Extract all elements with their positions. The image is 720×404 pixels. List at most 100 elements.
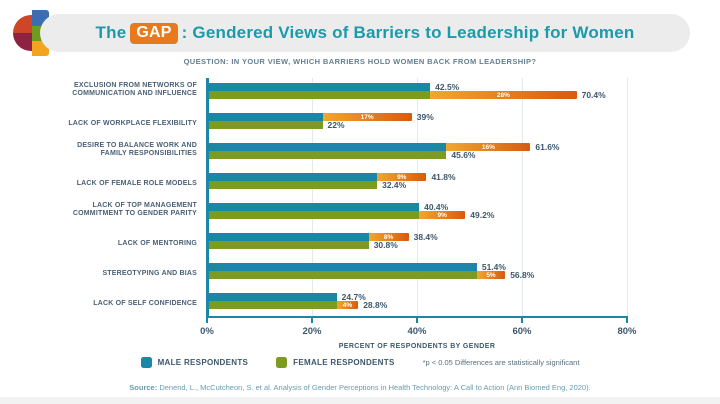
female-bar: 28% 70.4%	[207, 90, 627, 100]
female-bar: 22%	[207, 120, 627, 130]
female-bar: 4% 28.8%	[207, 300, 627, 310]
female-value-label: 70.4%	[581, 90, 606, 100]
footer-strip	[0, 397, 720, 404]
header-banner: The GAP : Gendered Views of Barriers to …	[40, 14, 690, 52]
male-bar: 8% 38.4%	[207, 232, 627, 242]
male-bar-segment	[207, 113, 323, 121]
gap-badge: GAP	[130, 22, 178, 44]
male-bar: 16% 61.6%	[207, 142, 627, 152]
x-axis-line	[206, 316, 628, 318]
question-subtitle: QUESTION: IN YOUR VIEW, WHICH BARRIERS H…	[183, 57, 537, 66]
female-bar-segment	[207, 211, 420, 219]
gridline	[312, 78, 313, 316]
gridline	[522, 78, 523, 316]
male-bar: 42.5%	[207, 82, 627, 92]
legend-item-female: FEMALE RESPONDENTS	[276, 357, 394, 368]
chart-row: STEREOTYPING AND BIAS 51.4% 5% 56.8%	[0, 256, 720, 286]
category-label: EXCLUSION FROM NETWORKS OF COMMUNICATION…	[72, 81, 197, 98]
male-bar-segment	[207, 293, 337, 301]
male-bar-segment	[207, 263, 477, 271]
female-bar: 45.6%	[207, 150, 627, 160]
logo-left-semicircle	[13, 15, 32, 51]
female-value-label: 45.6%	[451, 150, 476, 160]
tick-label: 80%	[617, 326, 637, 337]
female-bar-segment	[207, 121, 323, 129]
page-title: The GAP : Gendered Views of Barriers to …	[95, 22, 635, 44]
male-bar: 40.4%	[207, 202, 627, 212]
title-rest: : Gendered Views of Barriers to Leadersh…	[181, 23, 635, 42]
gap-segment: 17%	[322, 113, 412, 121]
axis-tick	[416, 318, 418, 323]
tick-label: 40%	[407, 326, 427, 337]
x-axis: 0% 20% 40% 60% 80%	[200, 316, 637, 356]
female-swatch-icon	[276, 357, 288, 368]
male-value-label: 24.7%	[341, 292, 366, 302]
gap-segment: 8%	[368, 233, 409, 241]
title-prefix: The	[95, 23, 127, 42]
female-bar: 32.4%	[207, 180, 627, 190]
gap-segment: 16%	[446, 143, 531, 151]
category-label: LACK OF SELF CONFIDENCE	[93, 300, 197, 307]
tick-label: 20%	[302, 326, 322, 337]
male-value-label: 39%	[416, 112, 434, 122]
source-citation: Source: Denend, L., McCutcheon, S. et al…	[0, 383, 720, 392]
chart-row: LACK OF TOP MANAGEMENT COMMITMENT TO GEN…	[0, 196, 720, 226]
axis-tick	[626, 318, 628, 323]
chart-row: LACK OF MENTORING 8% 38.4% 30.8%	[0, 226, 720, 256]
male-value-label: 38.4%	[413, 232, 438, 242]
male-value-label: 61.6%	[535, 142, 560, 152]
male-value-label: 41.8%	[431, 172, 456, 182]
male-bar: 51.4%	[207, 262, 627, 272]
y-axis-line	[206, 78, 209, 318]
female-bar: 9% 49.2%	[207, 210, 627, 220]
chart-row: DESIRE TO BALANCE WORK AND FAMILY RESPON…	[0, 136, 720, 166]
legend: MALE RESPONDENTS FEMALE RESPONDENTS *p <…	[0, 357, 720, 368]
male-bar-segment	[207, 173, 378, 181]
gap-segment: 5%	[476, 271, 506, 279]
female-bar-segment	[207, 301, 337, 309]
female-value-label: 49.2%	[470, 210, 495, 220]
female-value-label: 28.8%	[363, 300, 388, 310]
male-bar: 9% 41.8%	[207, 172, 627, 182]
category-label: STEREOTYPING AND BIAS	[102, 270, 197, 277]
male-bar: 17% 39%	[207, 112, 627, 122]
gap-segment: 28%	[430, 91, 577, 99]
category-label: LACK OF MENTORING	[117, 240, 197, 247]
female-value-label: 56.8%	[510, 270, 535, 280]
tick-label: 60%	[512, 326, 532, 337]
axis-tick	[521, 318, 523, 323]
category-label: LACK OF WORKPLACE FLEXIBILITY	[68, 120, 197, 127]
source-text: Denend, L., McCutcheon, S. et al. Analys…	[157, 383, 591, 392]
axis-tick	[311, 318, 313, 323]
male-bar-segment	[207, 143, 447, 151]
male-bar-segment	[207, 83, 431, 91]
male-value-label: 51.4%	[481, 262, 506, 272]
female-bar-segment	[207, 91, 431, 99]
gap-segment: 4%	[336, 301, 359, 309]
tick-label: 0%	[200, 326, 214, 337]
male-bar-segment	[207, 203, 420, 211]
legend-item-male: MALE RESPONDENTS	[140, 357, 249, 368]
female-value-label: 22%	[327, 120, 345, 130]
female-bar-segment	[207, 151, 447, 159]
category-label: LACK OF FEMALE ROLE MODELS	[76, 180, 197, 187]
female-bar-segment	[207, 241, 369, 249]
axis-tick	[206, 318, 208, 323]
gridline	[417, 78, 418, 316]
category-label: LACK OF TOP MANAGEMENT COMMITMENT TO GEN…	[72, 201, 197, 218]
chart-row: LACK OF SELF CONFIDENCE 24.7% 4% 28.8%	[0, 286, 720, 316]
male-swatch-icon	[140, 357, 152, 368]
gridline	[627, 78, 628, 316]
chart-row: LACK OF FEMALE ROLE MODELS 9% 41.8% 32.4%	[0, 166, 720, 196]
male-bar-segment	[207, 233, 369, 241]
plot-rows: EXCLUSION FROM NETWORKS OF COMMUNICATION…	[0, 76, 720, 318]
female-bar: 5% 56.8%	[207, 270, 627, 280]
category-label: DESIRE TO BALANCE WORK AND FAMILY RESPON…	[77, 141, 197, 158]
chart-row: EXCLUSION FROM NETWORKS OF COMMUNICATION…	[0, 76, 720, 106]
female-bar-segment	[207, 271, 477, 279]
legend-label-male: MALE RESPONDENTS	[157, 358, 249, 367]
male-value-label: 42.5%	[435, 82, 460, 92]
male-bar: 24.7%	[207, 292, 627, 302]
legend-label-female: FEMALE RESPONDENTS	[293, 358, 395, 367]
